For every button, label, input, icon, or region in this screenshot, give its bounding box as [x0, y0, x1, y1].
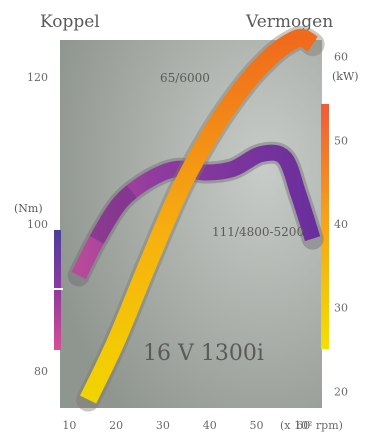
right-tick-label: 40 — [334, 218, 348, 231]
chart-title: 16 V 1300i — [143, 341, 264, 366]
power-peak-label: 65/6000 — [160, 71, 210, 85]
x-tick-label: 20 — [109, 419, 123, 432]
left-axis-unit: (Nm) — [14, 202, 43, 215]
x-tick-label: 30 — [156, 419, 170, 432]
right-axis-unit: (kW) — [332, 70, 359, 83]
right-tick-label: 50 — [334, 134, 348, 147]
x-tick-label: 40 — [203, 419, 217, 432]
torque-peak-label: 111/4800-5200 — [212, 225, 304, 239]
x-tick-label: 60 — [296, 419, 310, 432]
right-tick-label: 20 — [334, 385, 348, 398]
x-tick-label: 50 — [250, 419, 264, 432]
x-axis-ticks: 10 20 30 40 50 60 — [62, 419, 310, 432]
torque-curve-front — [71, 144, 321, 280]
left-tick-label: 120 — [27, 71, 48, 84]
right-tick-label: 60 — [334, 51, 348, 64]
right-axis-bar — [321, 104, 329, 349]
power-curve — [80, 28, 318, 404]
right-axis-ticks: 60 50 40 30 20 — [334, 51, 348, 399]
left-axis-title: Koppel — [40, 12, 100, 32]
left-tick-label: 100 — [27, 218, 48, 231]
left-axis-ticks: 120 100 80 — [27, 71, 48, 378]
x-axis-unit: (x 10² rpm) — [280, 419, 343, 432]
x-tick-label: 10 — [62, 419, 76, 432]
left-tick-label: 80 — [34, 365, 48, 378]
right-axis-title: Vermogen — [245, 12, 333, 32]
right-tick-label: 30 — [334, 302, 348, 315]
